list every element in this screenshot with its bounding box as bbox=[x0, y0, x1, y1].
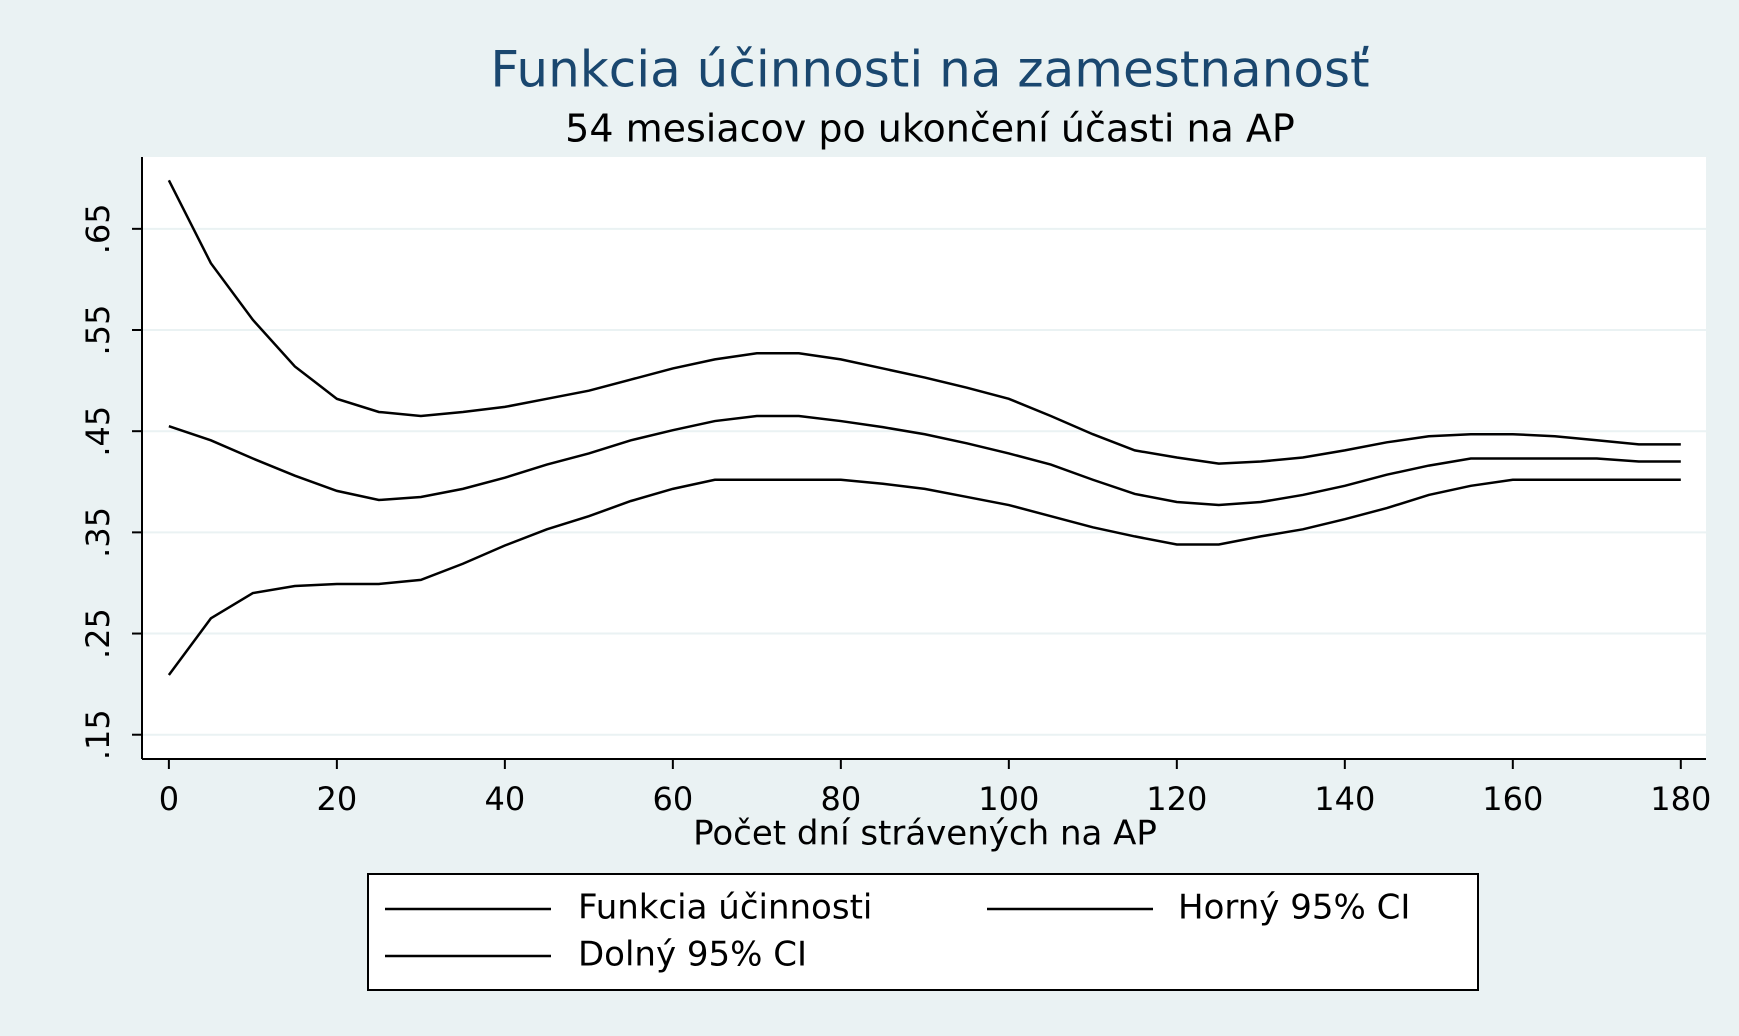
x-tick-label: 160 bbox=[1482, 780, 1543, 818]
legend-label: Funkcia účinnosti bbox=[578, 888, 872, 928]
series-line bbox=[168, 414, 1681, 507]
x-tick-label: 100 bbox=[978, 780, 1039, 818]
chart-subtitle: 54 mesiacov po ukončení účasti na AP bbox=[565, 107, 1295, 151]
chart-title: Funkcia účinnosti na zamestnanosť bbox=[490, 41, 1369, 99]
series-line bbox=[167, 478, 1681, 676]
x-tick-label: 60 bbox=[652, 780, 693, 818]
y-tick-label: .15 bbox=[79, 709, 117, 760]
x-axis-label: Počet dní strávených na AP bbox=[693, 814, 1157, 854]
plot-area bbox=[142, 157, 1706, 759]
x-tick-label: 80 bbox=[820, 780, 861, 818]
series-line bbox=[167, 179, 1681, 465]
legend-label: Dolný 95% CI bbox=[578, 935, 807, 975]
y-tick-label: .35 bbox=[79, 507, 117, 558]
y-tick-label: .25 bbox=[79, 608, 117, 659]
x-tick-label: 0 bbox=[159, 780, 179, 818]
legend bbox=[367, 873, 1479, 991]
x-tick-label: 120 bbox=[1146, 780, 1207, 818]
y-tick-label: .65 bbox=[79, 203, 117, 254]
y-tick-label: .45 bbox=[79, 406, 117, 457]
x-tick-label: 180 bbox=[1650, 780, 1711, 818]
legend-label: Horný 95% CI bbox=[1178, 888, 1410, 928]
y-tick-label: .55 bbox=[79, 305, 117, 356]
x-tick-label: 20 bbox=[317, 780, 358, 818]
x-tick-label: 140 bbox=[1314, 780, 1375, 818]
x-tick-label: 40 bbox=[485, 780, 526, 818]
